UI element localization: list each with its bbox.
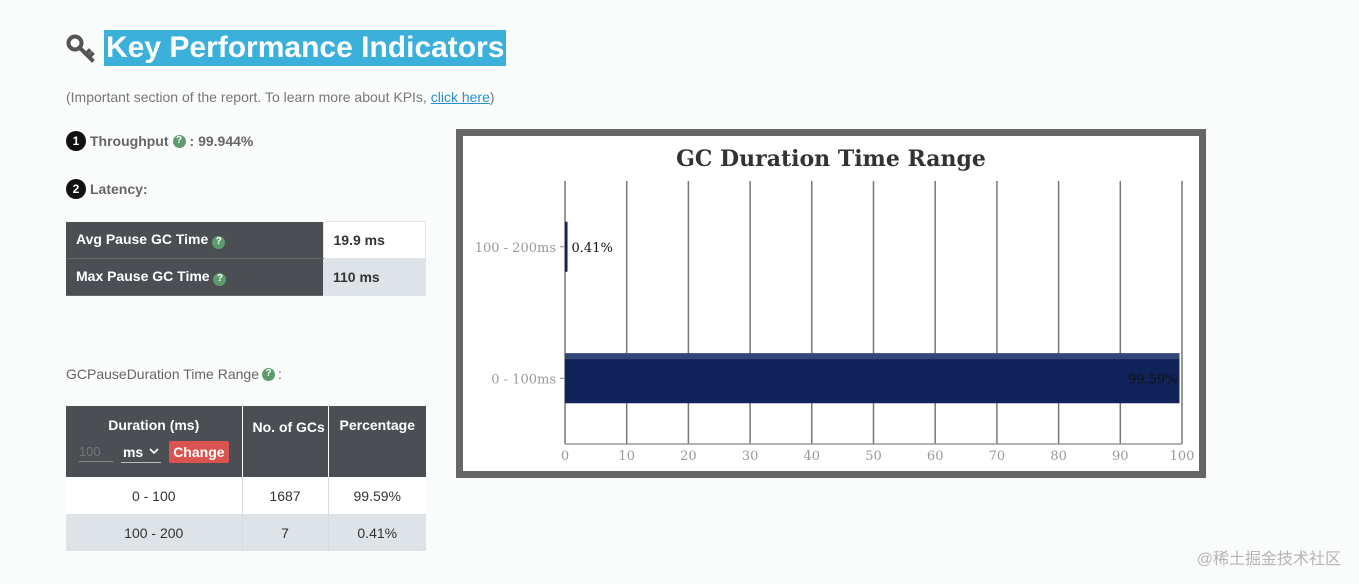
avg-pause-label: Avg Pause GC Time ? bbox=[66, 221, 323, 259]
x-tick-label: 40 bbox=[804, 449, 821, 464]
range-section-label: GCPauseDuration Time Range ?: bbox=[66, 366, 282, 382]
x-tick-label: 50 bbox=[865, 449, 882, 464]
number-badge: 1 bbox=[66, 131, 86, 151]
unit-select[interactable]: ms bbox=[120, 442, 162, 463]
section-header: Key Performance Indicators bbox=[66, 30, 507, 66]
y-tick-label: 100 - 200ms bbox=[475, 241, 556, 256]
gc-duration-chart: GC Duration Time Range 0 10 20 30 40 50 60 70 80 9… bbox=[463, 136, 1199, 471]
max-pause-label: Max Pause GC Time ? bbox=[66, 258, 323, 296]
percentage-cell: 99.59% bbox=[328, 477, 426, 514]
chart-title: GC Duration Time Range bbox=[676, 146, 986, 172]
max-pause-value: 110 ms bbox=[323, 258, 426, 296]
range-cell: 0 - 100 bbox=[66, 477, 243, 514]
x-tick-label: 20 bbox=[680, 449, 697, 464]
latency-metric: 2 Latency: bbox=[66, 179, 148, 199]
count-cell: 1687 bbox=[242, 477, 329, 514]
bar-highlight bbox=[565, 353, 1180, 360]
y-tick-label: 0 - 100ms bbox=[491, 372, 556, 387]
page-title: Key Performance Indicators bbox=[104, 30, 507, 66]
change-button[interactable]: Change bbox=[169, 441, 229, 463]
section-subtitle: (Important section of the report. To lea… bbox=[66, 89, 495, 105]
duration-header: Duration (ms) ms Change bbox=[66, 406, 243, 477]
count-header: No. of GCs bbox=[242, 406, 329, 477]
x-tick-label: 60 bbox=[927, 449, 944, 464]
duration-input[interactable] bbox=[78, 442, 113, 462]
table-row: Max Pause GC Time ? 110 ms bbox=[66, 258, 426, 296]
number-badge: 2 bbox=[66, 179, 86, 199]
chart-svg: GC Duration Time Range 0 10 20 30 40 50 60 70 80 9… bbox=[475, 146, 1195, 464]
x-tick-label: 90 bbox=[1112, 449, 1129, 464]
x-tick-label: 100 bbox=[1170, 449, 1195, 464]
x-tick-label: 30 bbox=[742, 449, 759, 464]
x-tick-label: 10 bbox=[618, 449, 635, 464]
data-label: 99.59% bbox=[1128, 372, 1178, 387]
table-row: Avg Pause GC Time ? 19.9 ms bbox=[66, 221, 426, 259]
throughput-label: Throughput bbox=[90, 133, 169, 149]
percentage-cell: 0.41% bbox=[328, 514, 426, 551]
count-cell: 7 bbox=[242, 514, 329, 551]
duration-range-table: Duration (ms) ms Change No. of GCs Perce… bbox=[66, 406, 426, 551]
help-icon[interactable]: ? bbox=[213, 272, 227, 286]
range-cell: 100 - 200 bbox=[66, 514, 243, 551]
help-icon[interactable]: ? bbox=[212, 235, 226, 249]
x-tick-label: 70 bbox=[989, 449, 1006, 464]
x-tick-label: 80 bbox=[1050, 449, 1067, 464]
key-icon bbox=[66, 34, 95, 63]
chevron-down-icon bbox=[149, 448, 159, 455]
latency-label: Latency: bbox=[90, 181, 148, 197]
help-icon[interactable]: ? bbox=[262, 367, 275, 381]
throughput-metric: 1 Throughput? : 99.944% bbox=[66, 131, 253, 151]
table-row: 100 - 200 7 0.41% bbox=[66, 514, 426, 551]
data-label: 0.41% bbox=[572, 241, 613, 256]
watermark: @稀土掘金技术社区 bbox=[1196, 551, 1341, 568]
avg-pause-value: 19.9 ms bbox=[322, 221, 426, 259]
percentage-header: Percentage bbox=[328, 406, 426, 477]
subtitle-suffix: ) bbox=[489, 89, 495, 105]
kpi-help-link[interactable]: click here bbox=[430, 89, 490, 105]
bar bbox=[565, 353, 1180, 404]
x-tick-label: 0 bbox=[561, 449, 569, 464]
bar bbox=[565, 221, 568, 272]
help-icon[interactable]: ? bbox=[172, 134, 186, 148]
chart-frame: GC Duration Time Range 0 10 20 30 40 50 60 70 80 9… bbox=[456, 129, 1206, 478]
subtitle-text: (Important section of the report. To lea… bbox=[66, 89, 431, 105]
table-row: 0 - 100 1687 99.59% bbox=[66, 477, 426, 514]
throughput-value: : 99.944% bbox=[189, 133, 254, 149]
latency-table: Avg Pause GC Time ? 19.9 ms Max Pause GC… bbox=[66, 221, 426, 296]
